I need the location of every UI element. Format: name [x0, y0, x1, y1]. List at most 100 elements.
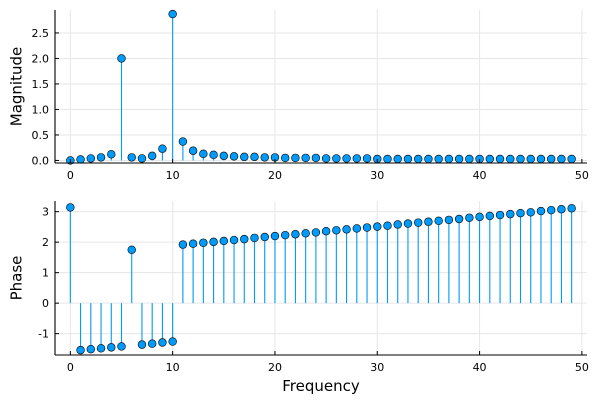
phase-point: [362, 223, 372, 232]
magnitude-point: [158, 144, 167, 153]
magnitude-x-tick-label: 40: [473, 169, 487, 182]
magnitude-point: [209, 150, 218, 160]
magnitude-point: [495, 154, 505, 164]
phase-point: [127, 245, 136, 254]
magnitude-point: [413, 154, 423, 164]
phase-y-tick-label: 1: [42, 267, 49, 280]
phase-point: [240, 234, 249, 244]
phase-stems: [66, 203, 576, 355]
phase-point: [66, 203, 75, 212]
phase-point: [107, 343, 116, 352]
magnitude-y-tick-label: 1.5: [32, 78, 50, 91]
magnitude-point: [342, 154, 351, 163]
phase-point: [280, 230, 290, 240]
phase-point: [434, 216, 443, 226]
magnitude-point: [301, 153, 310, 163]
phase-point: [137, 340, 147, 349]
phase-y-tick-label: 2: [42, 236, 49, 249]
phase-point: [321, 226, 331, 236]
magnitude-point: [250, 152, 259, 162]
phase-x-tick-label: 30: [370, 361, 384, 374]
phase-point: [352, 224, 362, 233]
phase-point: [168, 337, 177, 346]
magnitude-point: [229, 152, 239, 161]
magnitude-x-tick-label: 50: [575, 169, 589, 182]
magnitude-point: [137, 154, 147, 163]
magnitude-point: [147, 151, 157, 161]
magnitude-point: [199, 149, 208, 159]
phase-y-tick-label: -1: [38, 328, 49, 341]
phase-y-ticks: -1 0 1 2 3: [38, 206, 59, 341]
magnitude-point: [127, 153, 136, 162]
magnitude-axes: [54, 10, 587, 164]
magnitude-point: [107, 150, 116, 159]
phase-point: [250, 233, 259, 243]
magnitude-point: [352, 154, 362, 163]
magnitude-y-tick-label: 2.5: [32, 27, 50, 40]
magnitude-point: [485, 154, 495, 164]
magnitude-x-tick-label: 10: [166, 169, 180, 182]
phase-x-tick-label: 0: [67, 361, 74, 374]
phase-point: [383, 221, 392, 230]
phase-point: [495, 210, 505, 220]
phase-point: [485, 211, 495, 221]
phase-point: [76, 345, 85, 355]
phase-point: [332, 226, 341, 235]
magnitude-x-tick-label: 20: [268, 169, 282, 182]
phase-point: [454, 214, 464, 224]
magnitude-point: [526, 154, 535, 164]
phase-point: [311, 228, 321, 237]
phase-point: [413, 218, 423, 227]
magnitude-y-tick-label: 0.0: [32, 154, 50, 167]
phase-point: [96, 344, 106, 353]
magnitude-point: [536, 154, 546, 164]
phase-point: [342, 225, 351, 234]
phase-point: [393, 220, 402, 229]
phase-point: [516, 208, 525, 218]
magnitude-point: [393, 154, 402, 164]
phase-point: [546, 205, 556, 215]
magnitude-point: [188, 146, 198, 155]
phase-point: [567, 204, 576, 213]
phase-y-tick-label: 0: [42, 297, 49, 310]
magnitude-point: [567, 154, 576, 164]
magnitude-point: [219, 151, 229, 161]
magnitude-x-tick-label: 0: [67, 169, 74, 182]
magnitude-point: [168, 9, 177, 19]
magnitude-point: [311, 153, 321, 163]
phase-x-tick-label: 50: [575, 361, 589, 374]
phase-point: [117, 342, 126, 351]
magnitude-y-tick-label: 2.0: [32, 52, 50, 65]
phase-x-tick-label: 10: [166, 361, 180, 374]
phase-point: [526, 208, 535, 217]
magnitude-point: [557, 154, 566, 164]
phase-panel: 0 10 20 30 40 50 -1 0 1 2 3 Phase Frequency: [8, 201, 589, 395]
magnitude-point: [516, 154, 525, 164]
magnitude-point: [424, 154, 433, 164]
magnitude-point: [362, 154, 372, 163]
magnitude-point: [86, 154, 96, 163]
magnitude-panel: 0 10 20 30 40 50 0.0 0.5 1.0 1.5 2.0 2.5 Magnitude: [8, 9, 589, 182]
phase-point: [260, 232, 269, 242]
phase-x-tick-label: 20: [268, 361, 282, 374]
magnitude-point: [280, 153, 290, 163]
magnitude-point: [546, 154, 556, 164]
magnitude-y-tick-label: 1.0: [32, 103, 50, 116]
magnitude-point: [321, 154, 331, 163]
phase-point: [178, 240, 188, 249]
magnitude-point: [506, 154, 515, 164]
phase-point: [209, 237, 218, 247]
phase-point: [557, 205, 566, 214]
phase-point: [219, 236, 229, 246]
phase-point: [301, 229, 310, 238]
magnitude-point: [96, 153, 106, 162]
magnitude-point: [178, 137, 188, 146]
magnitude-y-ticks: 0.0 0.5 1.0 1.5 2.0 2.5: [32, 27, 59, 167]
magnitude-point: [76, 155, 85, 164]
phase-point: [536, 206, 546, 216]
phase-point: [270, 231, 280, 241]
magnitude-point: [434, 154, 443, 164]
phase-point: [475, 212, 484, 222]
phase-y-tick-label: 3: [42, 206, 49, 219]
